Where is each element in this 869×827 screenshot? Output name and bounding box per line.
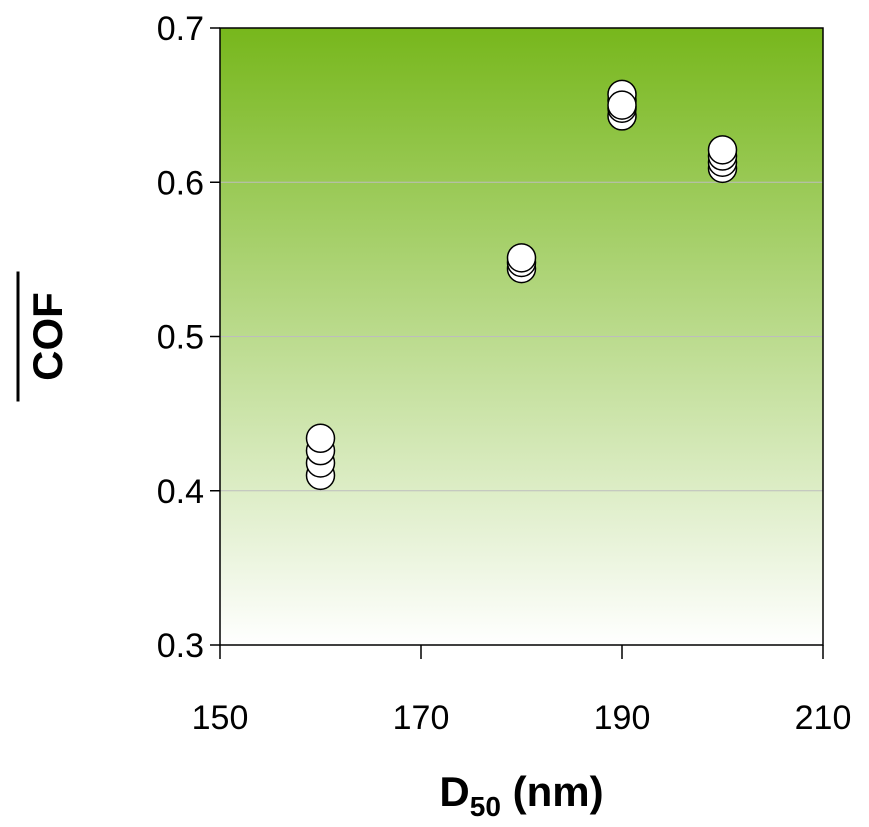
x-tick-label: 170 (393, 699, 450, 737)
y-tick-label: 0.5 (157, 319, 204, 357)
y-tick-label: 0.3 (157, 627, 204, 665)
data-point (707, 135, 738, 165)
data-point (506, 243, 537, 273)
axis-ticks: 0.3 0.4 0.5 0.6 0.7 150 170 190 210 (157, 10, 852, 737)
data-point (305, 423, 336, 454)
y-tick-label: 0.6 (157, 164, 204, 202)
x-tick-label: 210 (795, 699, 852, 737)
x-tick-label: 190 (594, 699, 651, 737)
y-tick-label: 0.7 (157, 10, 204, 48)
data-point (607, 90, 637, 120)
x-axis-title-suffix: (nm) (501, 768, 604, 815)
data-points (305, 79, 738, 491)
y-axis-title: COF (24, 292, 71, 381)
x-axis-title-subscript: 50 (470, 791, 501, 822)
x-tick-label: 150 (192, 699, 249, 737)
y-tick-label: 0.4 (157, 473, 204, 511)
x-axis-title: D50 (nm) (439, 768, 603, 822)
x-axis-title-main: D (439, 768, 469, 815)
